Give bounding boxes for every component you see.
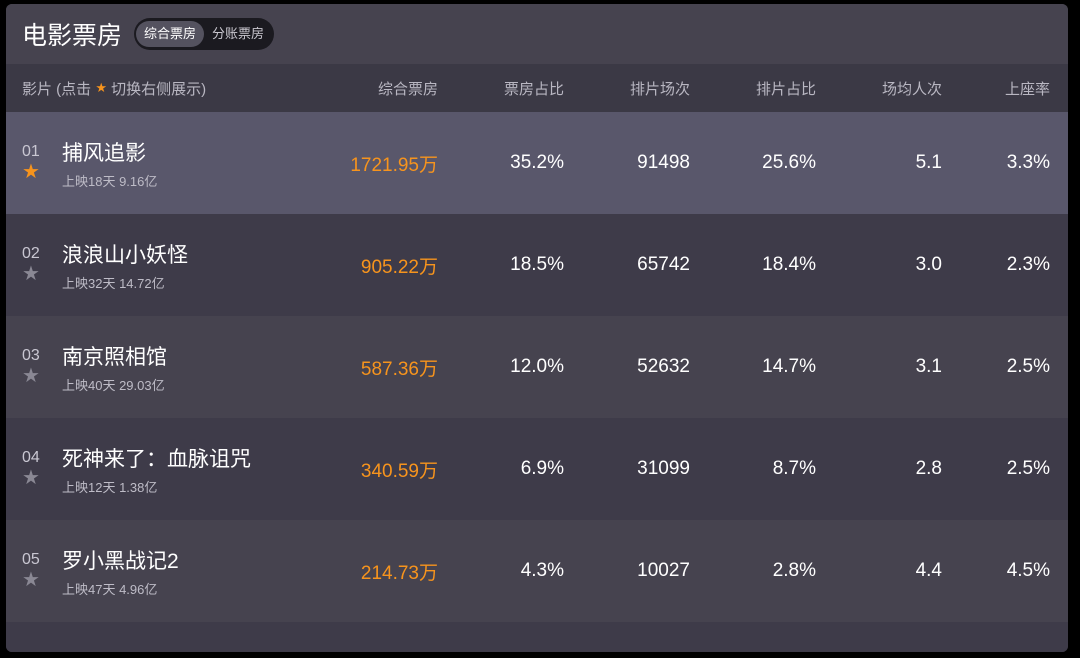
film-cell: 04 ★ 死神来了：血脉诅咒 上映12天 1.38亿 [6, 443, 316, 496]
film-name[interactable]: 捕风追影 [62, 141, 146, 165]
box-value: 340.59万 [360, 460, 438, 482]
box-office-panel: 电影票房 综合票房 分账票房 影片 (点击 ★ 切换右侧展示) 综合票房 票房占… [6, 4, 1068, 652]
film-name[interactable]: 死神来了：血脉诅咒 [62, 447, 251, 471]
rank-number: 03 [22, 347, 40, 364]
avg-value: 5.1 [915, 152, 942, 173]
film-release-info: 上映12天 1.38亿 [62, 479, 158, 495]
rank-block: 01 ★ [22, 143, 62, 183]
rank-block: 03 ★ [22, 347, 62, 387]
star-icon[interactable]: ★ [22, 365, 40, 387]
table-row-partial [6, 622, 1068, 652]
avg-value: 4.4 [915, 560, 942, 581]
col-film-label: 影片 (点击 [22, 80, 92, 98]
show-ratio-value: 18.4% [762, 254, 816, 275]
tab-split-box-office[interactable]: 分账票房 [212, 26, 265, 41]
box-value: 1721.95万 [350, 154, 438, 176]
film-cell: 03 ★ 南京照相馆 上映40天 29.03亿 [6, 341, 316, 394]
film-info: 死神来了：血脉诅咒 上映12天 1.38亿 [62, 443, 251, 496]
rank-block: 05 ★ [22, 551, 62, 591]
col-avg[interactable]: 场均人次 [881, 80, 942, 98]
box-ratio-value: 6.9% [520, 458, 564, 479]
box-value: 214.73万 [360, 562, 438, 584]
shows-value: 52632 [637, 356, 690, 377]
show-ratio-value: 8.7% [772, 458, 816, 479]
tab-combined-box-office[interactable]: 综合票房 [136, 21, 205, 47]
shows-value: 31099 [637, 458, 690, 479]
film-name[interactable]: 罗小黑战记2 [62, 549, 179, 573]
occupancy-value: 2.5% [1006, 458, 1050, 479]
avg-value: 3.0 [915, 254, 942, 275]
film-info: 南京照相馆 上映40天 29.03亿 [62, 341, 167, 394]
occupancy-value: 4.5% [1006, 560, 1050, 581]
table-body: 01 ★ 捕风追影 上映18天 9.16亿 1721.95万 35.2% 914… [6, 112, 1068, 622]
col-film: 影片 (点击 ★ 切换右侧展示) [6, 78, 316, 99]
rank-number: 04 [22, 449, 40, 466]
shows-value: 10027 [637, 560, 690, 581]
occupancy-value: 2.3% [1006, 254, 1050, 275]
film-cell: 01 ★ 捕风追影 上映18天 9.16亿 [6, 137, 316, 190]
film-release-info: 上映32天 14.72亿 [62, 275, 165, 291]
rank-number: 02 [22, 245, 40, 262]
star-icon[interactable]: ★ [22, 161, 40, 183]
table-row[interactable]: 02 ★ 浪浪山小妖怪 上映32天 14.72亿 905.22万 18.5% 6… [6, 214, 1068, 316]
col-shows[interactable]: 排片场次 [629, 80, 690, 98]
box-office-type-toggle: 综合票房 分账票房 [134, 18, 275, 50]
col-show-ratio[interactable]: 排片占比 [755, 80, 816, 98]
star-icon: ★ [95, 80, 107, 95]
panel-header: 电影票房 综合票房 分账票房 [6, 4, 1068, 64]
show-ratio-value: 14.7% [762, 356, 816, 377]
col-box-ratio[interactable]: 票房占比 [503, 80, 564, 98]
box-ratio-value: 18.5% [510, 254, 564, 275]
occupancy-value: 3.3% [1006, 152, 1050, 173]
avg-value: 3.1 [915, 356, 942, 377]
col-box[interactable]: 综合票房 [377, 80, 438, 98]
film-name[interactable]: 南京照相馆 [62, 345, 167, 369]
occupancy-value: 2.5% [1006, 356, 1050, 377]
film-release-info: 上映18天 9.16亿 [62, 173, 158, 189]
star-icon[interactable]: ★ [22, 467, 40, 489]
table-row[interactable]: 05 ★ 罗小黑战记2 上映47天 4.96亿 214.73万 4.3% 100… [6, 520, 1068, 622]
table-header: 影片 (点击 ★ 切换右侧展示) 综合票房 票房占比 排片场次 排片占比 场均人… [6, 64, 1068, 112]
table-row[interactable]: 04 ★ 死神来了：血脉诅咒 上映12天 1.38亿 340.59万 6.9% … [6, 418, 1068, 520]
show-ratio-value: 25.6% [762, 152, 816, 173]
table-row[interactable]: 03 ★ 南京照相馆 上映40天 29.03亿 587.36万 12.0% 52… [6, 316, 1068, 418]
shows-value: 65742 [637, 254, 690, 275]
box-ratio-value: 4.3% [520, 560, 564, 581]
box-value: 587.36万 [360, 358, 438, 380]
rank-block: 02 ★ [22, 245, 62, 285]
box-ratio-value: 12.0% [510, 356, 564, 377]
rank-number: 01 [22, 143, 40, 160]
star-icon[interactable]: ★ [22, 569, 40, 591]
star-icon[interactable]: ★ [22, 263, 40, 285]
rank-block: 04 ★ [22, 449, 62, 489]
film-release-info: 上映40天 29.03亿 [62, 377, 165, 393]
film-name[interactable]: 浪浪山小妖怪 [62, 243, 188, 267]
shows-value: 91498 [637, 152, 690, 173]
avg-value: 2.8 [915, 458, 942, 479]
box-ratio-value: 35.2% [510, 152, 564, 173]
page-title: 电影票房 [22, 22, 123, 50]
col-occupancy[interactable]: 上座率 [1004, 80, 1050, 98]
rank-number: 05 [22, 551, 40, 568]
film-cell: 05 ★ 罗小黑战记2 上映47天 4.96亿 [6, 545, 316, 598]
film-cell: 02 ★ 浪浪山小妖怪 上映32天 14.72亿 [6, 239, 316, 292]
film-release-info: 上映47天 4.96亿 [62, 581, 158, 597]
col-film-hint: 切换右侧展示) [111, 80, 207, 98]
film-info: 捕风追影 上映18天 9.16亿 [62, 137, 157, 190]
table-row[interactable]: 01 ★ 捕风追影 上映18天 9.16亿 1721.95万 35.2% 914… [6, 112, 1068, 214]
film-info: 浪浪山小妖怪 上映32天 14.72亿 [62, 239, 188, 292]
box-value: 905.22万 [360, 256, 438, 278]
show-ratio-value: 2.8% [772, 560, 816, 581]
film-info: 罗小黑战记2 上映47天 4.96亿 [62, 545, 179, 598]
